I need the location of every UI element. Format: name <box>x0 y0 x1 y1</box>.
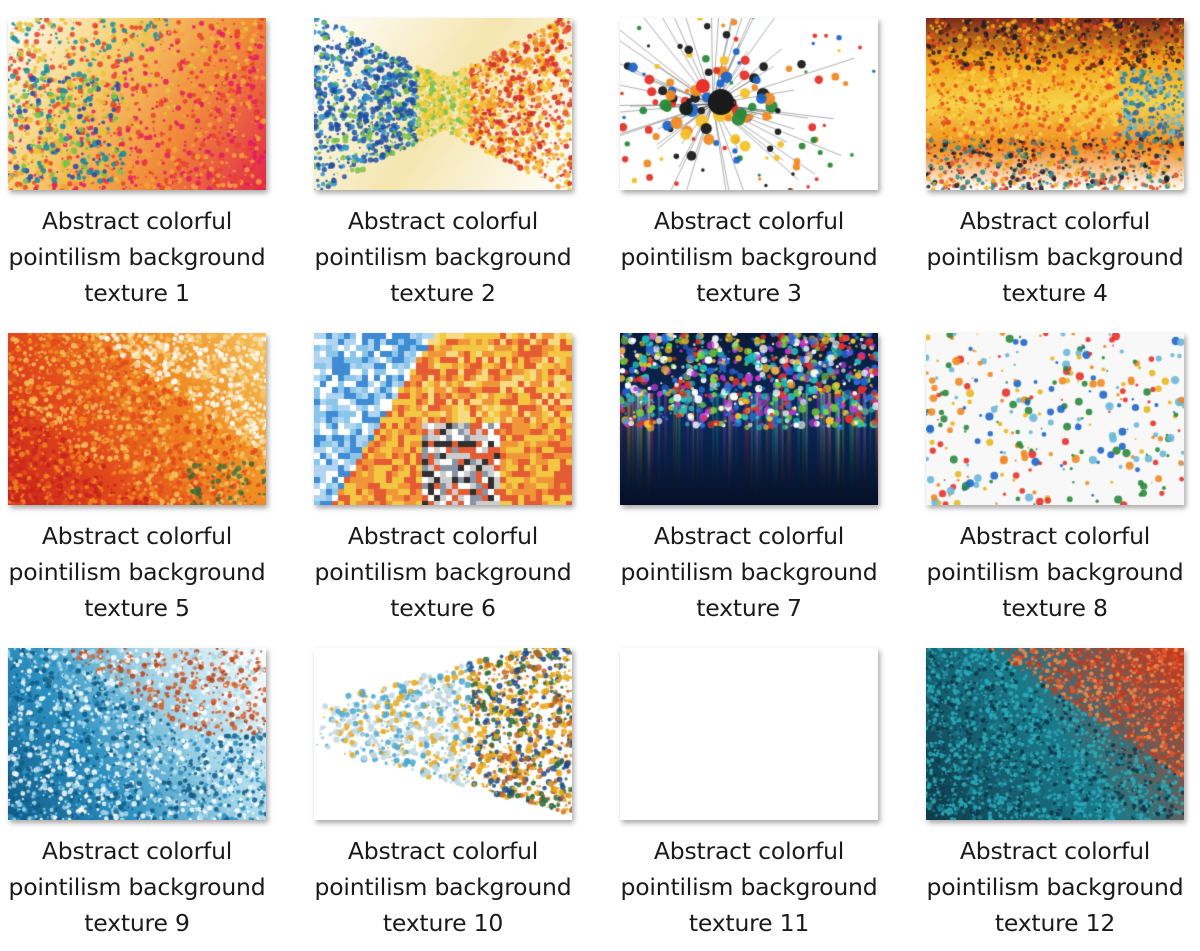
thumbnail-canvas <box>926 333 1184 505</box>
caption-line: pointilism background <box>926 243 1184 271</box>
gallery-item[interactable]: Abstract colorful pointilism background … <box>902 15 1188 315</box>
gallery-item[interactable]: Abstract colorful pointilism background … <box>290 330 576 630</box>
caption-line: Abstract colorful <box>347 522 539 550</box>
caption-line: texture 10 <box>382 909 504 937</box>
thumbnail-image[interactable] <box>620 18 878 190</box>
thumbnail-canvas <box>314 18 572 190</box>
thumbnail-canvas <box>620 333 878 505</box>
gallery-item[interactable]: Abstract colorful pointilism background … <box>902 645 1188 945</box>
thumbnail-image[interactable] <box>8 648 266 820</box>
caption-line: Abstract colorful <box>653 207 845 235</box>
caption-line: pointilism background <box>926 558 1184 586</box>
gallery-item[interactable]: Abstract colorful pointilism background … <box>0 330 270 630</box>
caption-line: texture 7 <box>696 594 802 622</box>
caption-line: texture 12 <box>994 909 1116 937</box>
thumbnail-image[interactable] <box>926 333 1184 505</box>
caption-line: Abstract colorful <box>347 837 539 865</box>
caption-line: texture 6 <box>390 594 496 622</box>
caption-line: Abstract colorful <box>959 207 1151 235</box>
gallery-item[interactable]: Abstract colorful pointilism background … <box>290 645 576 945</box>
caption-line: texture 8 <box>1002 594 1108 622</box>
caption-line: pointilism background <box>620 873 878 901</box>
caption-line: texture 11 <box>688 909 810 937</box>
caption-line: pointilism background <box>8 873 266 901</box>
caption-line: texture 3 <box>696 279 802 307</box>
caption-line: texture 1 <box>84 279 190 307</box>
gallery-item[interactable]: Abstract colorful pointilism background … <box>902 330 1188 630</box>
item-caption[interactable]: Abstract colorful pointilism background … <box>596 833 902 941</box>
item-caption[interactable]: Abstract colorful pointilism background … <box>0 833 290 941</box>
caption-line: pointilism background <box>926 873 1184 901</box>
thumbnail-image[interactable] <box>620 333 878 505</box>
thumbnail-canvas <box>926 18 1184 190</box>
caption-line: texture 4 <box>1002 279 1108 307</box>
caption-line: texture 5 <box>84 594 190 622</box>
caption-line: pointilism background <box>8 243 266 271</box>
item-caption[interactable]: Abstract colorful pointilism background … <box>290 518 596 626</box>
gallery-item[interactable]: Abstract colorful pointilism background … <box>290 15 576 315</box>
thumbnail-canvas <box>926 648 1184 820</box>
caption-line: Abstract colorful <box>959 522 1151 550</box>
thumbnail-canvas <box>8 333 266 505</box>
caption-line: pointilism background <box>620 243 878 271</box>
thumbnail-image[interactable] <box>926 648 1184 820</box>
gallery-item[interactable]: Abstract colorful pointilism background … <box>596 645 882 945</box>
thumbnail-canvas <box>620 648 878 820</box>
thumbnail-image[interactable] <box>620 648 878 820</box>
gallery-item[interactable]: Abstract colorful pointilism background … <box>596 330 882 630</box>
caption-line: texture 9 <box>84 909 190 937</box>
thumbnail-image[interactable] <box>314 333 572 505</box>
caption-line: Abstract colorful <box>347 207 539 235</box>
thumbnail-image[interactable] <box>314 648 572 820</box>
caption-line: pointilism background <box>314 243 572 271</box>
gallery-item[interactable]: Abstract colorful pointilism background … <box>596 15 882 315</box>
thumbnail-image[interactable] <box>8 18 266 190</box>
item-caption[interactable]: Abstract colorful pointilism background … <box>290 833 596 941</box>
thumbnail-image[interactable] <box>926 18 1184 190</box>
item-caption[interactable]: Abstract colorful pointilism background … <box>596 518 902 626</box>
caption-line: pointilism background <box>314 558 572 586</box>
caption-line: pointilism background <box>314 873 572 901</box>
caption-line: Abstract colorful <box>41 837 233 865</box>
thumbnail-image[interactable] <box>314 18 572 190</box>
gallery-item[interactable]: Abstract colorful pointilism background … <box>0 645 270 945</box>
gallery-item[interactable]: Abstract colorful pointilism background … <box>0 15 270 315</box>
item-caption[interactable]: Abstract colorful pointilism background … <box>290 203 596 311</box>
item-caption[interactable]: Abstract colorful pointilism background … <box>902 203 1200 311</box>
thumbnail-canvas <box>620 18 878 190</box>
caption-line: pointilism background <box>8 558 266 586</box>
caption-line: Abstract colorful <box>41 522 233 550</box>
caption-line: Abstract colorful <box>653 522 845 550</box>
item-caption[interactable]: Abstract colorful pointilism background … <box>0 518 290 626</box>
caption-line: texture 2 <box>390 279 496 307</box>
item-caption[interactable]: Abstract colorful pointilism background … <box>902 518 1200 626</box>
item-caption[interactable]: Abstract colorful pointilism background … <box>0 203 290 311</box>
thumbnail-canvas <box>314 648 572 820</box>
caption-line: Abstract colorful <box>653 837 845 865</box>
thumbnail-canvas <box>8 648 266 820</box>
caption-line: Abstract colorful <box>41 207 233 235</box>
caption-line: Abstract colorful <box>959 837 1151 865</box>
item-caption[interactable]: Abstract colorful pointilism background … <box>596 203 902 311</box>
thumbnail-canvas <box>8 18 266 190</box>
caption-line: pointilism background <box>620 558 878 586</box>
thumbnail-image[interactable] <box>8 333 266 505</box>
item-caption[interactable]: Abstract colorful pointilism background … <box>902 833 1200 941</box>
thumbnail-canvas <box>314 333 572 505</box>
